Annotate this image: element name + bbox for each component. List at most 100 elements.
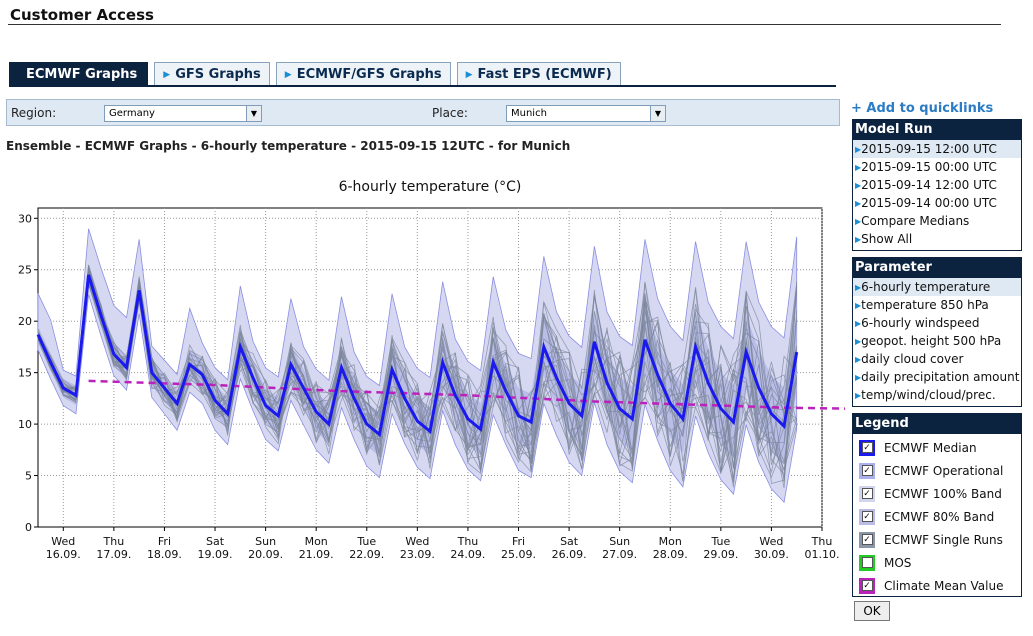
model-run-item[interactable]: ▶2015-09-15 12:00 UTC bbox=[853, 140, 1021, 158]
y-tick-label: 25 bbox=[18, 264, 32, 277]
x-tick-date: 30.09. bbox=[754, 548, 789, 561]
model-run-item-label: 2015-09-14 12:00 UTC bbox=[861, 178, 997, 192]
tab-label: GFS Graphs bbox=[175, 67, 261, 82]
y-tick-label: 15 bbox=[18, 367, 32, 380]
tab-ecmwf-gfs-graphs[interactable]: ▶ ECMWF/GFS Graphs bbox=[275, 62, 451, 86]
legend-label: MOS bbox=[884, 555, 912, 570]
model-run-item-label: Compare Medians bbox=[861, 214, 970, 228]
single-run-line bbox=[37, 266, 797, 472]
triangle-right-icon: ▶ bbox=[855, 319, 862, 328]
parameter-panel: Parameter ▶6-hourly temperature ▶temperat… bbox=[852, 257, 1022, 407]
parameter-item-label: daily precipitation amount bbox=[861, 370, 1020, 384]
triangle-right-icon: ▶ bbox=[855, 355, 862, 364]
model-run-item[interactable]: ▶2015-09-14 00:00 UTC bbox=[853, 194, 1021, 212]
legend-item: ✓ ECMWF Median bbox=[853, 436, 1021, 459]
selector-bar: Region: Germany ▼ Place: Munich ▼ bbox=[6, 99, 840, 126]
parameter-item-label: temp/wind/cloud/prec. bbox=[861, 388, 996, 402]
parameter-item[interactable]: ▶daily cloud cover bbox=[853, 350, 1021, 368]
x-tick-day: Thu bbox=[103, 535, 125, 548]
parameter-item[interactable]: ▶6-hourly windspeed bbox=[853, 314, 1021, 332]
chevron-down-icon[interactable]: ▼ bbox=[650, 106, 665, 121]
chevron-down-icon[interactable]: ▼ bbox=[246, 106, 261, 121]
place-select[interactable]: Munich ▼ bbox=[506, 105, 666, 122]
legend-label: ECMWF 80% Band bbox=[884, 509, 995, 524]
climate-mean-line bbox=[88, 379, 845, 410]
parameter-item-label: geopot. height 500 hPa bbox=[861, 334, 1002, 348]
legend-label: ECMWF 100% Band bbox=[884, 486, 1002, 501]
legend-swatch: ✓ bbox=[859, 439, 875, 456]
region-select[interactable]: Germany ▼ bbox=[104, 105, 262, 122]
page-title: Customer Access bbox=[10, 6, 154, 24]
legend-checkbox[interactable]: ✓ bbox=[861, 580, 873, 591]
triangle-right-icon: ▶ bbox=[465, 69, 473, 80]
single-run-line bbox=[37, 276, 798, 464]
legend-label: ECMWF Median bbox=[884, 440, 977, 455]
tab-fast-eps[interactable]: ▶ Fast EPS (ECMWF) bbox=[456, 62, 621, 86]
x-tick-day: Fri bbox=[158, 535, 171, 548]
x-tick-day: Sat bbox=[560, 535, 579, 548]
x-tick-date: 20.09. bbox=[248, 548, 283, 561]
model-run-item-label: Show All bbox=[861, 232, 913, 246]
legend-swatch: ✓ bbox=[859, 508, 875, 525]
ok-button[interactable]: OK bbox=[854, 601, 890, 621]
x-tick-date: 16.09. bbox=[46, 548, 81, 561]
region-label: Region: bbox=[11, 106, 57, 120]
legend-panel: Legend ✓ ECMWF Median ✓ ECMWF Operational ✓ E… bbox=[852, 413, 1022, 597]
parameter-item[interactable]: ▶6-hourly temperature bbox=[853, 278, 1021, 296]
x-tick-date: 01.10. bbox=[805, 548, 840, 561]
legend-label: ECMWF Single Runs bbox=[884, 532, 1003, 547]
parameter-title: Parameter bbox=[853, 258, 1021, 278]
model-run-item-label: 2015-09-14 00:00 UTC bbox=[861, 196, 997, 210]
legend-checkbox[interactable] bbox=[861, 557, 873, 568]
legend-item: MOS bbox=[853, 551, 1021, 574]
parameter-item[interactable]: ▶temp/wind/cloud/prec. bbox=[853, 386, 1021, 404]
triangle-right-icon: ▶ bbox=[855, 163, 862, 172]
single-run-line bbox=[37, 268, 798, 472]
place-label: Place: bbox=[432, 106, 468, 120]
model-run-item-label: 2015-09-15 00:00 UTC bbox=[861, 160, 997, 174]
x-tick-date: 25.09. bbox=[501, 548, 536, 561]
x-tick-date: 19.09. bbox=[198, 548, 233, 561]
y-tick-label: 5 bbox=[25, 470, 32, 483]
x-tick-date: 29.09. bbox=[703, 548, 738, 561]
tab-bar: ECMWF Graphs ▶ GFS Graphs ▶ ECMWF/GFS Grap… bbox=[9, 62, 621, 86]
model-run-item[interactable]: ▶Show All bbox=[853, 230, 1021, 248]
legend-checkbox[interactable]: ✓ bbox=[861, 488, 873, 499]
graph-subtitle: Ensemble - ECMWF Graphs - 6-hourly tempe… bbox=[6, 139, 571, 153]
title-divider bbox=[8, 24, 1001, 25]
x-tick-day: Mon bbox=[305, 535, 328, 548]
legend-checkbox[interactable]: ✓ bbox=[861, 442, 873, 453]
legend-item: ✓ Climate Mean Value bbox=[853, 574, 1021, 597]
legend-label: ECMWF Operational bbox=[884, 463, 1004, 478]
triangle-right-icon: ▶ bbox=[855, 145, 862, 154]
model-run-panel: Model Run ▶2015-09-15 12:00 UTC ▶2015-09-… bbox=[852, 119, 1022, 251]
model-run-item[interactable]: ▶Compare Medians bbox=[853, 212, 1021, 230]
parameter-item[interactable]: ▶daily precipitation amount bbox=[853, 368, 1021, 386]
x-tick-day: Tue bbox=[356, 535, 376, 548]
triangle-right-icon: ▶ bbox=[855, 199, 862, 208]
legend-checkbox[interactable]: ✓ bbox=[861, 534, 873, 545]
triangle-right-icon: ▶ bbox=[855, 301, 862, 310]
parameter-item-label: daily cloud cover bbox=[861, 352, 964, 366]
tab-gfs-graphs[interactable]: ▶ GFS Graphs bbox=[154, 62, 270, 86]
x-tick-date: 18.09. bbox=[147, 548, 182, 561]
model-run-item[interactable]: ▶2015-09-15 00:00 UTC bbox=[853, 158, 1021, 176]
chart-title: 6-hourly temperature (°C) bbox=[339, 179, 522, 195]
legend-swatch: ✓ bbox=[859, 531, 875, 548]
tab-label: ECMWF/GFS Graphs bbox=[296, 67, 442, 82]
parameter-item[interactable]: ▶geopot. height 500 hPa bbox=[853, 332, 1021, 350]
y-tick-label: 10 bbox=[18, 418, 32, 431]
parameter-item-label: temperature 850 hPa bbox=[861, 298, 989, 312]
triangle-right-icon: ▶ bbox=[855, 283, 862, 292]
legend-item: ✓ ECMWF 80% Band bbox=[853, 505, 1021, 528]
legend-checkbox[interactable]: ✓ bbox=[861, 511, 873, 522]
parameter-item-label: 6-hourly temperature bbox=[861, 280, 991, 294]
add-to-quicklinks-link[interactable]: + Add to quicklinks bbox=[851, 101, 994, 116]
legend-item: ✓ ECMWF 100% Band bbox=[853, 482, 1021, 505]
model-run-title: Model Run bbox=[853, 120, 1021, 140]
legend-label: Climate Mean Value bbox=[884, 578, 1004, 593]
parameter-item[interactable]: ▶temperature 850 hPa bbox=[853, 296, 1021, 314]
tab-ecmwf-graphs[interactable]: ECMWF Graphs bbox=[9, 62, 149, 86]
model-run-item[interactable]: ▶2015-09-14 12:00 UTC bbox=[853, 176, 1021, 194]
legend-checkbox[interactable]: ✓ bbox=[861, 465, 873, 476]
